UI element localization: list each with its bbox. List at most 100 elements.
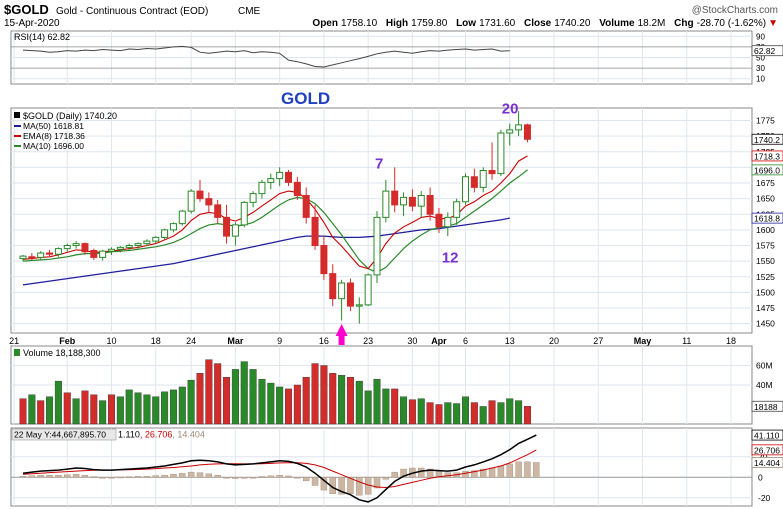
x-tick-label: May [634, 336, 652, 346]
macd-histogram-bar [462, 470, 469, 478]
ema8-line [22, 155, 528, 270]
macd-legend-value: , 14.404 [172, 430, 205, 440]
candle-body [46, 252, 54, 255]
chg-down-arrow-icon: ▼ [768, 18, 778, 29]
candle-body [506, 129, 514, 134]
price-right-label-box [751, 164, 783, 176]
volume-tick-label: 40M [756, 380, 773, 390]
macd-histogram-bar [488, 467, 496, 478]
chg-value: -28.70 (-1.62%) [697, 18, 766, 29]
candle-body [338, 282, 346, 300]
macd-histogram-bar [108, 477, 115, 479]
gold-title-annotation: GOLD [281, 89, 330, 108]
volume-bar [196, 373, 204, 425]
candle-body [276, 171, 284, 180]
chart-header: $GOLD Gold - Continuous Contract (EOD) C… [4, 2, 778, 29]
volume-bar [400, 396, 408, 425]
volume-bar [187, 379, 195, 425]
volume-bar [134, 392, 142, 425]
candle [470, 168, 478, 193]
macd-histogram-bar [134, 476, 142, 478]
candle [169, 222, 177, 233]
volume-bar [391, 388, 399, 425]
candle-body [267, 178, 275, 183]
macd-histogram-bar [117, 476, 124, 479]
candle-body [311, 216, 319, 246]
legend-entry: MA(10) 1696.00 [23, 141, 84, 151]
candle-body [134, 243, 142, 246]
rsi-legend: RSI(14) 62.82 [14, 32, 70, 42]
candle-body [523, 124, 531, 140]
annotation-7: 7 [375, 156, 383, 173]
macd-histogram-bar [382, 477, 390, 480]
candle [214, 199, 222, 224]
price-right-label: 1696.0 [754, 165, 780, 175]
candle-body [479, 170, 487, 188]
candle-body [302, 195, 310, 218]
candle [28, 253, 36, 260]
candle-body [81, 243, 89, 253]
candle [99, 249, 107, 261]
volume-bar [382, 388, 390, 425]
candle [46, 249, 54, 257]
high-label: High [386, 18, 408, 29]
volume-bar [54, 380, 62, 425]
candle-body [90, 250, 98, 258]
candle-body [187, 190, 195, 212]
candle [293, 176, 301, 200]
volume-bar [479, 406, 487, 425]
volume-bar [152, 396, 160, 425]
volume-bar [302, 377, 310, 425]
close-value: 1740.20 [554, 18, 591, 29]
candle-body [444, 216, 452, 228]
candle [276, 167, 284, 187]
macd-histogram-bar [37, 475, 44, 478]
x-tick-label: 21 [9, 336, 19, 346]
volume-bar [205, 359, 213, 425]
macd-line [22, 434, 537, 503]
price-right-label: 1740.2 [754, 135, 780, 145]
macd-histogram-bar [444, 472, 451, 478]
candle-body [400, 196, 408, 206]
candle [90, 248, 98, 260]
volume-bar [81, 390, 89, 425]
macd-histogram-bar [143, 476, 151, 478]
macd-histogram-bar [46, 475, 53, 478]
x-tick-label: 18 [726, 336, 736, 346]
candle-body [214, 204, 222, 218]
candle [479, 167, 487, 193]
legend-entry: EMA(8) 1718.36 [23, 131, 85, 141]
macd-right-label: 41.110 [754, 431, 780, 441]
candle [178, 209, 186, 226]
macd-histogram-bar [125, 476, 133, 478]
price-tick-label: 1500 [756, 287, 775, 297]
volume-bar [329, 373, 337, 425]
candle [320, 236, 328, 280]
macd-legend-value: , 26.706 [140, 430, 173, 440]
price-right-label: 1718.3 [754, 151, 780, 161]
rsi-tick-label: 10 [756, 75, 765, 84]
candle [515, 111, 523, 137]
volume-bar [214, 363, 222, 425]
candle [364, 273, 372, 307]
macd-histogram-bar [471, 470, 478, 478]
volume-bar [99, 400, 107, 425]
candle [240, 201, 248, 228]
rsi-tick-label: 30 [756, 64, 765, 73]
macd-histogram-bar [303, 477, 310, 482]
volume-bar [116, 396, 124, 425]
candle [523, 123, 531, 143]
volume-bar [19, 398, 27, 425]
volume-bar [523, 406, 531, 425]
candle [249, 191, 257, 208]
volume-bar [453, 403, 461, 425]
price-legend-title: $GOLD (Daily) 1740.20 [23, 111, 117, 121]
brand-label[interactable]: @StockCharts.com [692, 5, 778, 16]
macd-histogram-bar [90, 476, 98, 478]
macd-histogram-bar [426, 468, 434, 478]
candle-body [293, 181, 301, 196]
macd-histogram-bar [338, 477, 345, 495]
candle [143, 239, 151, 247]
macd-histogram-bar [267, 475, 274, 478]
